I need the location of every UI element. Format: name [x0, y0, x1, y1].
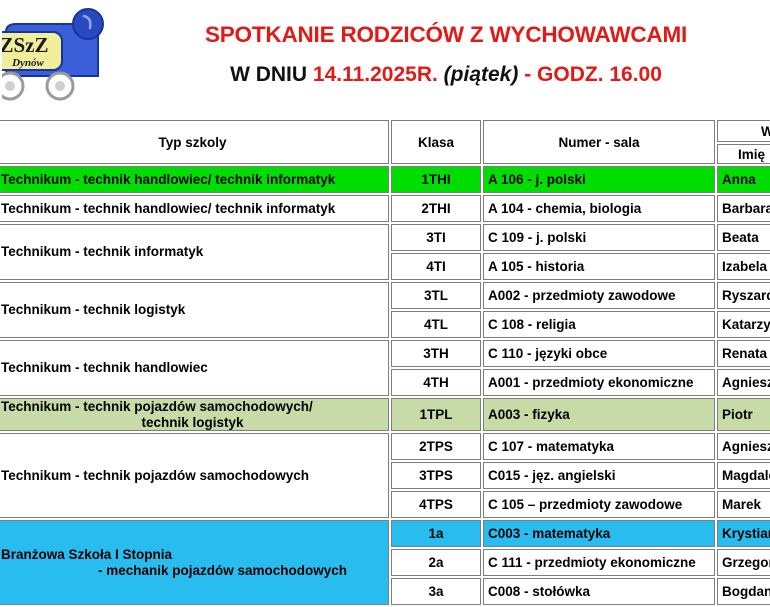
cell-teacher-firstname: Beata — [717, 224, 770, 251]
cell-teacher-firstname: Agnieszka — [717, 433, 770, 461]
datetime-prefix: W DNIU — [230, 63, 313, 86]
cell-class: 2THI — [391, 195, 481, 222]
title-block: SPOTKANIE RODZICÓW Z WYCHOWAWCAMI W DNIU… — [122, 0, 770, 118]
cell-class: 1TPL — [391, 398, 481, 432]
svg-text:ZSzZ: ZSzZ — [2, 33, 49, 57]
cell-room: C008 - stołówka — [483, 578, 715, 606]
cell-class: 4TL — [391, 311, 481, 338]
cell-room: C 110 - języki obce — [483, 340, 715, 367]
cell-teacher-firstname: Barbara — [717, 195, 770, 222]
column-header-type: Typ szkoly — [0, 120, 389, 164]
cell-room: A 105 - historia — [483, 253, 715, 280]
school-type-line-2: - mechanik pojazdów samochodowych — [97, 562, 348, 578]
cell-class: 1THI — [391, 166, 481, 193]
page-title: SPOTKANIE RODZICÓW Z WYCHOWAWCAMI — [204, 22, 688, 47]
cell-school-type: Technikum - technik pojazdów samochodowy… — [0, 398, 389, 432]
meeting-date: 14.11.2025R. — [312, 63, 438, 86]
cell-room: C003 - matematyka — [483, 520, 715, 548]
table-row[interactable]: Technikum - technik pojazdów samochodowy… — [0, 433, 770, 519]
table-row[interactable]: Branżowa Szkoła I Stopnia - mechanik poja… — [0, 520, 770, 606]
cell-class: 3a — [391, 578, 481, 606]
school-type-line-1: Branżowa Szkoła I Stopnia — [1, 547, 173, 563]
cell-room: C 111 - przedmioty ekonomiczne — [483, 549, 715, 577]
meeting-datetime: W DNIU 14.11.2025R. (piątek) - GODZ. 16.… — [122, 63, 770, 87]
cell-teacher-firstname: Anna — [717, 166, 770, 193]
column-header-sala: Numer - sala — [483, 120, 715, 164]
cell-school-type: Branżowa Szkoła I Stopnia - mechanik poja… — [0, 520, 389, 606]
table-row[interactable]: Technikum - technik handlowiec 3TH C 110 -… — [0, 340, 770, 396]
meeting-weekday: (piątek) — [437, 63, 525, 86]
cell-school-type: Technikum - technik informatyk — [0, 224, 389, 280]
column-header-teacher-group: Wy — [717, 120, 770, 142]
column-header-klasa: Klasa — [391, 120, 481, 164]
cell-school-type: Technikum - technik logistyk — [0, 282, 389, 338]
meeting-time: - GODZ. 16.00 — [524, 63, 662, 86]
column-header-imie: Imię — [717, 144, 770, 164]
cell-room: C 109 - j. polski — [483, 224, 715, 251]
cell-class: 4TPS — [391, 491, 481, 519]
cell-teacher-firstname: Magdalena — [717, 462, 770, 490]
cell-teacher-firstname: Marek — [717, 491, 770, 519]
page-header: ZSzZ Dynów SPOTKANIE RODZICÓW Z WYCHOWAW… — [0, 0, 770, 118]
table-row[interactable]: 4TPS C 105 – przedmioty zawodowe Marek — [0, 491, 770, 519]
cell-teacher-firstname: Katarzyna — [717, 311, 770, 338]
cell-school-type: Technikum - technik handlowiec — [0, 340, 389, 396]
table-row[interactable]: Technikum - technik handlowiec/ technik … — [0, 166, 770, 193]
cell-school-type: Technikum - technik handlowiec/ technik … — [0, 195, 389, 222]
cell-teacher-firstname: Krystian — [717, 520, 770, 548]
cell-teacher-firstname: Piotr — [717, 398, 770, 432]
table-row[interactable]: Technikum - technik informatyk 3TI C 109 -… — [0, 224, 770, 280]
cell-room: A 104 - chemia, biologia — [483, 195, 715, 222]
school-type-line-2: technik logistyk — [141, 414, 244, 430]
cell-class: 4TI — [391, 253, 481, 280]
cell-teacher-firstname: Bogdan — [717, 578, 770, 606]
cell-room: A 106 - j. polski — [483, 166, 715, 193]
cell-class: 1a — [391, 520, 481, 548]
cell-room: A003 - fizyka — [483, 398, 715, 432]
cell-teacher-firstname: Izabela — [717, 253, 770, 280]
cell-class: 3TH — [391, 340, 481, 367]
cell-room: C015 - jęz. angielski — [483, 462, 715, 490]
cell-teacher-firstname: Renata — [717, 340, 770, 367]
table-subheader-row: Imię — [0, 144, 770, 164]
table-row[interactable]: Technikum - technik pojazdów samochodowy… — [0, 398, 770, 432]
cell-room: A002 - przedmioty zawodowe — [483, 282, 715, 309]
cell-school-type: Technikum - technik handlowiec/ technik … — [0, 166, 389, 193]
cell-teacher-firstname: Ryszard — [717, 282, 770, 309]
cell-class: 3TPS — [391, 462, 481, 490]
cell-class: 2TPS — [391, 433, 481, 461]
cell-class: 3TL — [391, 282, 481, 309]
cell-class: 3TI — [391, 224, 481, 251]
table-row[interactable]: Technikum - technik logistyk 3TL A002 - pr… — [0, 282, 770, 338]
cell-room: C 108 - religia — [483, 311, 715, 338]
school-type-line-1: Technikum - technik pojazdów samochodowy… — [1, 399, 313, 414]
svg-text:Dynów: Dynów — [11, 57, 44, 69]
cell-class: 2a — [391, 549, 481, 577]
table-row[interactable]: Technikum - technik handlowiec/ technik … — [0, 195, 770, 222]
table-row[interactable]: 4TI A 105 - historia Izabela — [0, 253, 770, 280]
cell-class: 4TH — [391, 369, 481, 396]
cell-teacher-firstname: Agnieszka — [717, 369, 770, 396]
cell-room: C 105 – przedmioty zawodowe — [483, 491, 715, 519]
cell-teacher-firstname: Grzegorz — [717, 549, 770, 577]
cell-school-type: Technikum - technik pojazdów samochodowy… — [0, 433, 389, 519]
school-logo: ZSzZ Dynów — [2, 2, 122, 112]
cell-room: C 107 - matematyka — [483, 433, 715, 461]
cell-room: A001 - przedmioty ekonomiczne — [483, 369, 715, 396]
